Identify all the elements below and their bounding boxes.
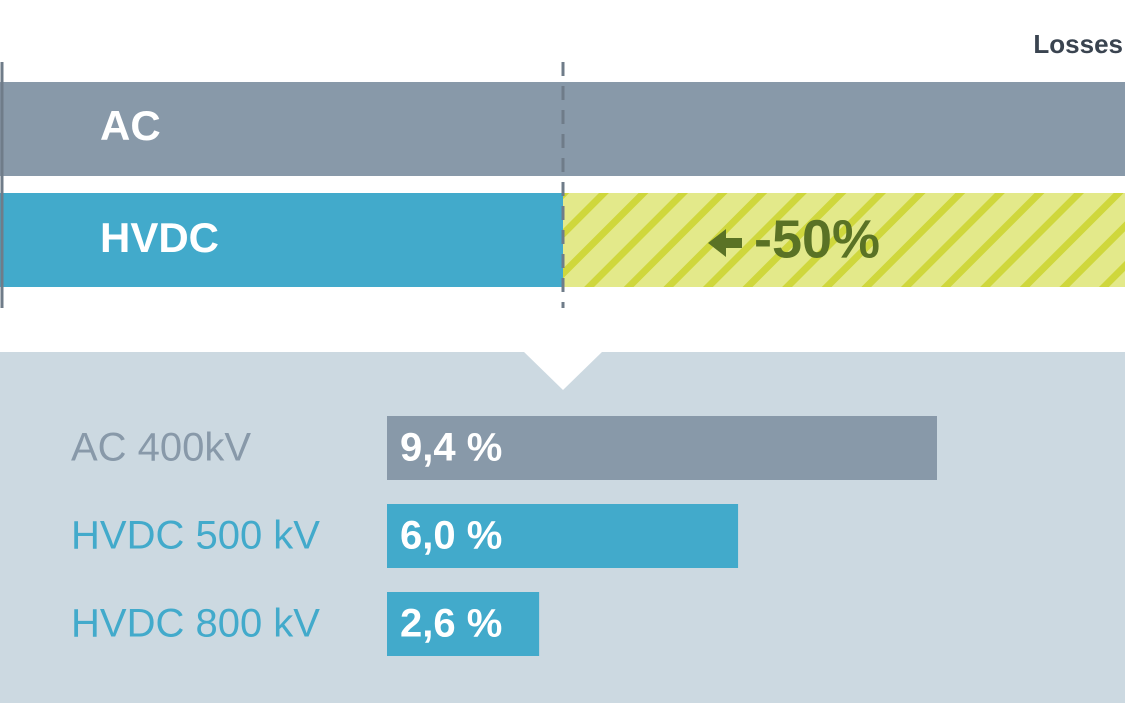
savings-bar bbox=[563, 193, 1125, 287]
hvdc-label: HVDC bbox=[100, 214, 219, 261]
value-label: 2,6 % bbox=[400, 602, 502, 646]
arrow-icon bbox=[708, 229, 742, 257]
bar bbox=[387, 504, 739, 568]
panel-notch bbox=[523, 351, 603, 390]
hvdc-bar bbox=[0, 193, 563, 287]
value-label: 9,4 % bbox=[400, 426, 502, 470]
bar bbox=[387, 416, 937, 480]
ac-label: AC bbox=[100, 102, 161, 149]
category-label: HVDC 500 kV bbox=[71, 514, 320, 558]
category-label: AC 400kV bbox=[71, 426, 251, 470]
category-label: HVDC 800 kV bbox=[71, 602, 320, 646]
value-label: 6,0 % bbox=[400, 514, 502, 558]
reduction-label: -50% bbox=[754, 209, 880, 269]
bar bbox=[387, 592, 540, 656]
losses-label: Losses bbox=[1033, 29, 1123, 59]
